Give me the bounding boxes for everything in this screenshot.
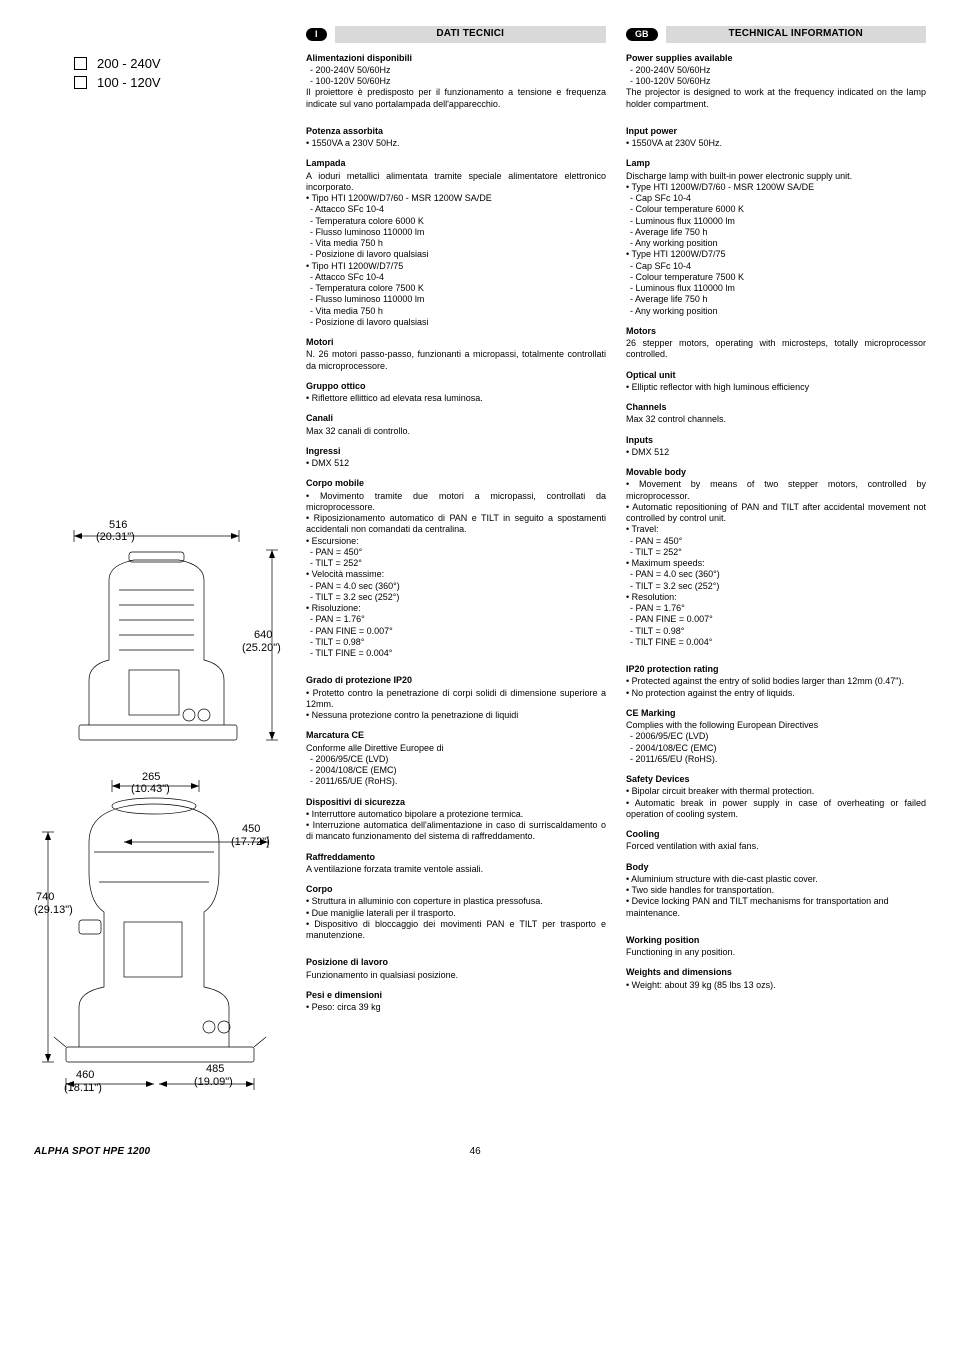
diagram-bottom: 265 (10.43") 450 (17.72") 740 (29.13") <box>34 772 294 1102</box>
svg-text:(20.31"): (20.31") <box>96 531 135 543</box>
checkbox-2-label: 100 - 120V <box>97 75 161 90</box>
svg-text:(18.11"): (18.11") <box>64 1082 102 1094</box>
lang-badge-it: I <box>306 28 327 41</box>
svg-text:485: 485 <box>206 1063 224 1075</box>
column-it: I DATI TECNICI Alimentazioni disponibili… <box>306 26 606 1124</box>
svg-text:460: 460 <box>76 1069 94 1081</box>
voltage-checkboxes: 200 - 240V 100 - 120V <box>74 56 294 90</box>
checkbox-1 <box>74 57 87 70</box>
lang-badge-en: GB <box>626 28 658 41</box>
svg-text:(10.43"): (10.43") <box>131 783 170 795</box>
svg-text:(19.09"): (19.09") <box>194 1076 233 1088</box>
svg-text:740: 740 <box>36 891 54 903</box>
footer-page: 46 <box>470 1146 481 1157</box>
footer-model: ALPHA SPOT HPE 1200 <box>34 1146 150 1157</box>
svg-text:265: 265 <box>142 772 160 783</box>
column-en: GB TECHNICAL INFORMATION Power supplies … <box>626 26 926 1124</box>
svg-text:(17.72"): (17.72") <box>231 836 270 848</box>
diagram-top: 516 (20.31") 640 (25.20") <box>34 520 294 750</box>
svg-text:(25.20"): (25.20") <box>242 642 281 654</box>
svg-text:(29.13"): (29.13") <box>34 904 73 916</box>
title-it: DATI TECNICI <box>335 26 606 43</box>
checkbox-1-label: 200 - 240V <box>97 56 161 71</box>
svg-text:640: 640 <box>254 629 272 641</box>
svg-text:516: 516 <box>109 520 127 531</box>
svg-text:450: 450 <box>242 823 260 835</box>
checkbox-2 <box>74 76 87 89</box>
s1-h: Alimentazioni disponibili <box>306 53 606 64</box>
title-en: TECHNICAL INFORMATION <box>666 26 927 43</box>
